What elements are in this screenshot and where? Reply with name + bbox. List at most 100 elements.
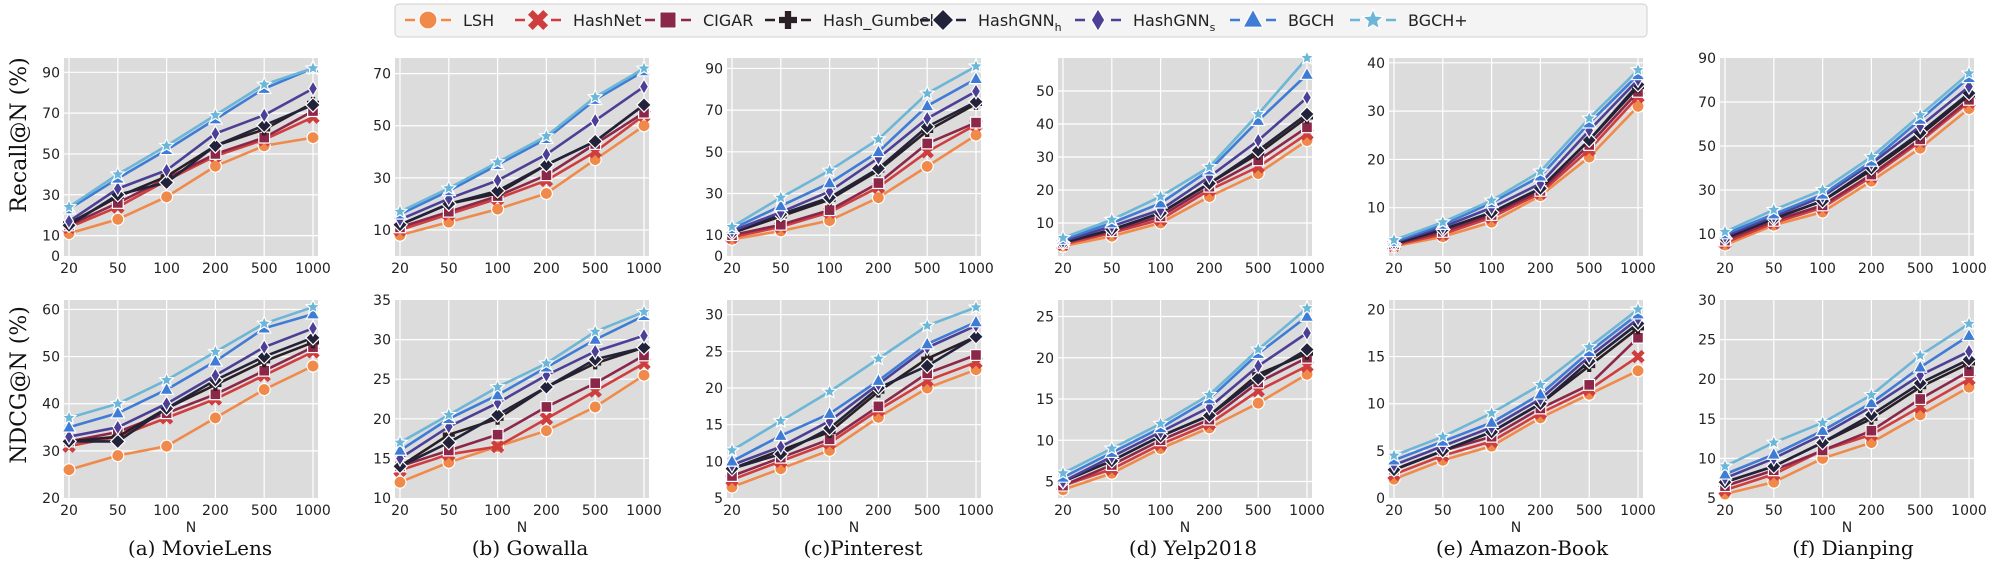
y-tick-label: 60 <box>42 302 60 318</box>
data-point <box>1301 324 1313 342</box>
data-point <box>870 349 887 366</box>
chart-amazon-book-recall: 10 20 30 40 20 50 100 200 500 1000 <box>1367 56 1656 277</box>
y-tick-label: 20 <box>1036 183 1054 199</box>
series-line <box>399 354 645 468</box>
data-point <box>304 96 322 113</box>
data-point <box>110 404 126 419</box>
data-point <box>491 202 505 216</box>
y-tick-label: 30 <box>373 171 391 187</box>
data-point <box>870 372 887 387</box>
data-point <box>1629 300 1647 317</box>
data-point <box>922 109 933 128</box>
y-tick-label: 35 <box>373 293 391 309</box>
y-tick-label: 5 <box>1045 475 1054 491</box>
data-point <box>871 191 886 205</box>
x-tick-label: 20 <box>1716 261 1734 277</box>
legend-label-text: HashGNN <box>1133 11 1210 30</box>
data-point <box>821 405 838 420</box>
legend-label-text: BGCH <box>1288 11 1334 30</box>
series-line <box>1724 72 1970 233</box>
series-line <box>1724 322 1970 468</box>
data-point <box>60 198 78 215</box>
series-line <box>399 69 645 216</box>
series-bgch <box>1716 64 1978 239</box>
data-point <box>1385 231 1403 248</box>
data-point <box>158 381 175 395</box>
chart-pinterest-recall: 0 10 30 50 70 90 20 50 100 200 500 1000 <box>705 57 994 277</box>
data-point <box>1960 64 1978 81</box>
legend-item-hash-gumbel: Hash_Gumbel <box>765 11 934 31</box>
y-tick-label: 30 <box>42 444 60 460</box>
y-tick-label: 30 <box>373 333 391 349</box>
y-tick-label: 10 <box>1036 433 1054 449</box>
data-point <box>208 159 222 173</box>
series-line <box>731 361 977 481</box>
data-point <box>1914 393 1927 406</box>
series-line <box>399 346 645 468</box>
data-point <box>207 137 224 154</box>
data-point <box>392 442 408 456</box>
x-tick-label: 100 <box>484 261 511 277</box>
series-line <box>68 305 314 420</box>
series-line <box>1062 139 1308 248</box>
series-line <box>731 335 977 470</box>
data-point <box>587 133 604 150</box>
legend-label: HashNet <box>573 11 641 30</box>
x-tick-label: 100 <box>816 503 843 519</box>
series-line <box>1724 100 1970 245</box>
data-point <box>210 124 221 143</box>
legend-label: LSH <box>463 11 494 30</box>
data-point <box>1201 158 1218 174</box>
legend-item-bgch: BGCH+ <box>1350 7 1468 30</box>
y-tick-label: 40 <box>1367 56 1385 72</box>
x-tick-label: 500 <box>251 503 278 519</box>
data-point <box>112 179 123 198</box>
data-point <box>489 386 506 401</box>
series-line <box>1062 364 1308 487</box>
data-point <box>257 382 271 397</box>
x-tick-label: 500 <box>1576 261 1603 277</box>
legend-label-text: HashNet <box>573 11 641 30</box>
x-tick-label: 20 <box>1716 503 1734 519</box>
data-point <box>1434 427 1452 444</box>
data-point <box>1249 340 1267 357</box>
series-line <box>1062 132 1308 246</box>
data-point <box>255 314 273 331</box>
data-point <box>1300 121 1313 134</box>
x-tick-label: 200 <box>865 503 892 519</box>
data-point <box>538 156 555 173</box>
data-point <box>1716 457 1734 474</box>
y-tick-label: 5 <box>714 491 723 507</box>
y-tick-label: 10 <box>373 223 391 239</box>
caption-e: (e) Amazon-Book <box>1436 536 1609 560</box>
chart-gowalla-recall: 10 30 50 70 20 50 100 200 500 1000 <box>373 58 662 277</box>
data-point <box>63 212 75 230</box>
series-bgch <box>723 57 985 234</box>
legend-label: HashGNNh <box>978 11 1062 34</box>
series-line <box>399 103 645 226</box>
y-tick-label: 25 <box>705 344 723 360</box>
legend-label-subscript: s <box>1210 21 1216 34</box>
data-point <box>109 433 126 450</box>
x-tick-label: 50 <box>109 503 127 519</box>
series-line <box>1062 126 1308 245</box>
x-tick-label: 50 <box>1765 261 1783 277</box>
data-point <box>158 137 175 153</box>
data-point <box>821 382 838 399</box>
data-point <box>1911 106 1929 123</box>
plot-area <box>64 58 318 256</box>
data-point <box>1583 378 1596 391</box>
plot-area <box>1389 58 1643 256</box>
data-point <box>1054 229 1072 245</box>
series-line <box>1062 57 1308 240</box>
x-axis-label: N <box>517 520 527 536</box>
legend-marker <box>659 11 677 29</box>
x-tick-label: 200 <box>1858 503 1885 519</box>
y-tick-label: 10 <box>42 229 60 245</box>
series-line <box>731 77 977 231</box>
data-point <box>1251 396 1265 410</box>
series-line <box>731 121 977 237</box>
data-point <box>541 145 552 164</box>
y-tick-label: 25 <box>373 372 391 388</box>
data-point <box>161 161 172 179</box>
